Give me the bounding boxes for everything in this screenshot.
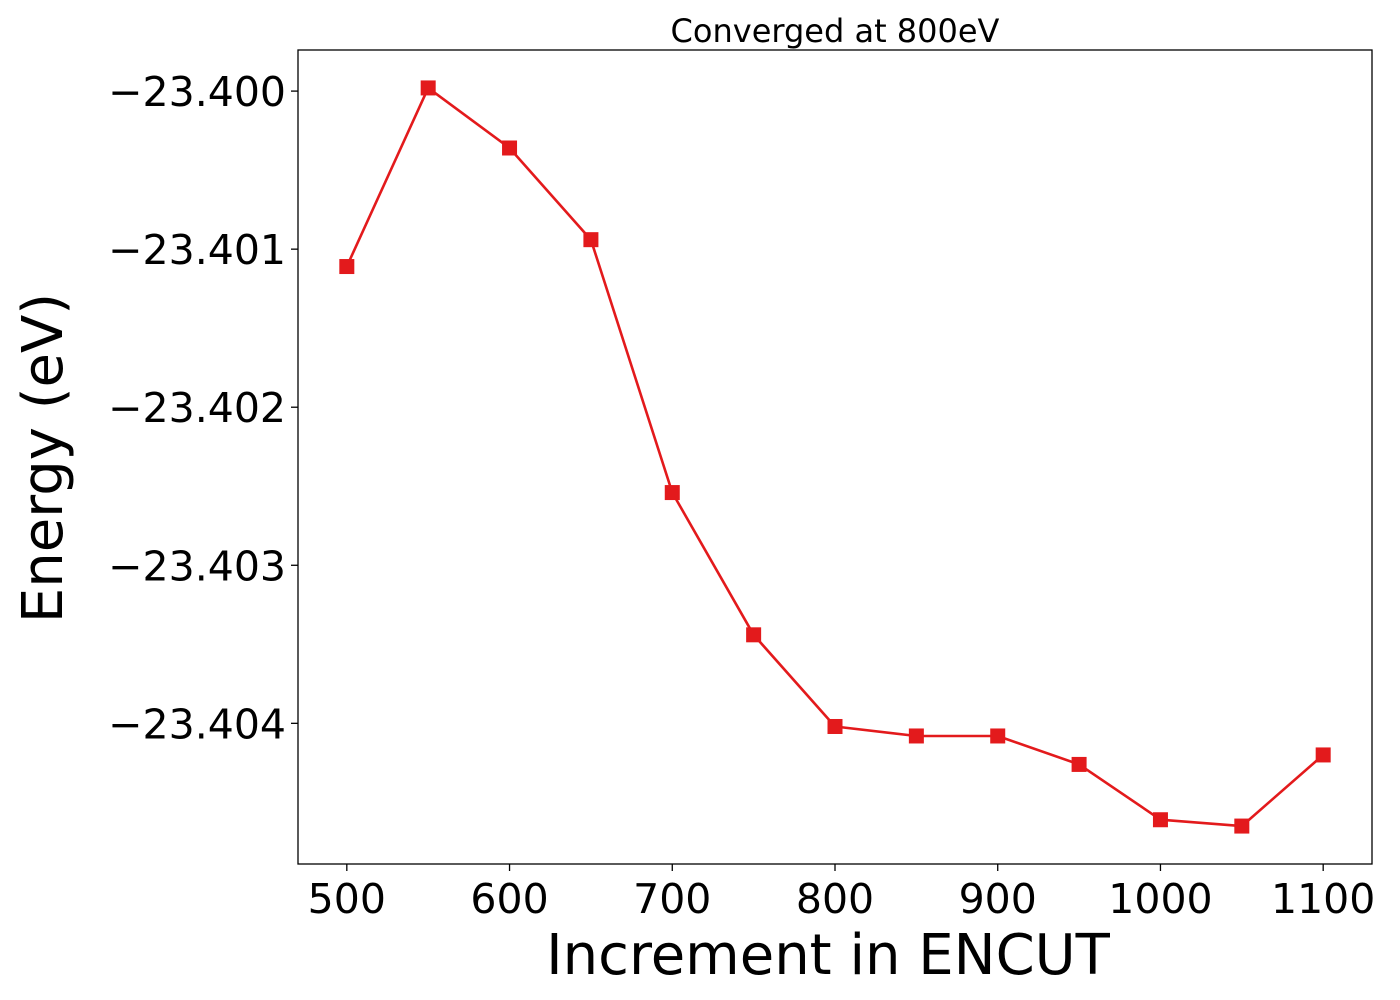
data-point [1234, 818, 1250, 834]
y-tick-label: −23.404 [108, 700, 286, 748]
y-axis-title: Energy (eV) [11, 293, 76, 623]
x-tick-label: 1000 [1108, 875, 1212, 923]
data-point [746, 627, 762, 643]
data-point [1071, 756, 1087, 772]
x-tick-label: 500 [308, 875, 386, 923]
data-point [502, 140, 518, 156]
y-tick-label: −23.400 [108, 68, 286, 116]
data-point [664, 485, 680, 501]
x-tick-label: 900 [959, 875, 1037, 923]
x-axis-title: Increment in ENCUT [546, 923, 1111, 988]
y-axis-ticks: −23.400 −23.401 −23.402 −23.403 −23.404 [108, 68, 298, 748]
data-point [990, 728, 1006, 744]
x-tick-label: 700 [633, 875, 711, 923]
x-axis-ticks: 500 600 700 800 900 1000 1100 [308, 864, 1375, 923]
data-point [339, 259, 355, 275]
chart-title: Converged at 800eV [671, 12, 1000, 50]
data-point [583, 232, 599, 248]
y-tick-label: −23.402 [108, 384, 286, 432]
y-tick-label: −23.401 [108, 226, 286, 274]
data-point [908, 728, 924, 744]
x-tick-label: 800 [796, 875, 874, 923]
x-tick-label: 600 [470, 875, 548, 923]
data-point [420, 80, 436, 96]
y-tick-label: −23.403 [108, 542, 286, 590]
plot-area [297, 49, 1373, 865]
x-tick-label: 1100 [1271, 875, 1375, 923]
data-point [1315, 747, 1331, 763]
series-layer [339, 80, 1331, 834]
data-point [827, 718, 843, 734]
data-point [1152, 812, 1168, 828]
